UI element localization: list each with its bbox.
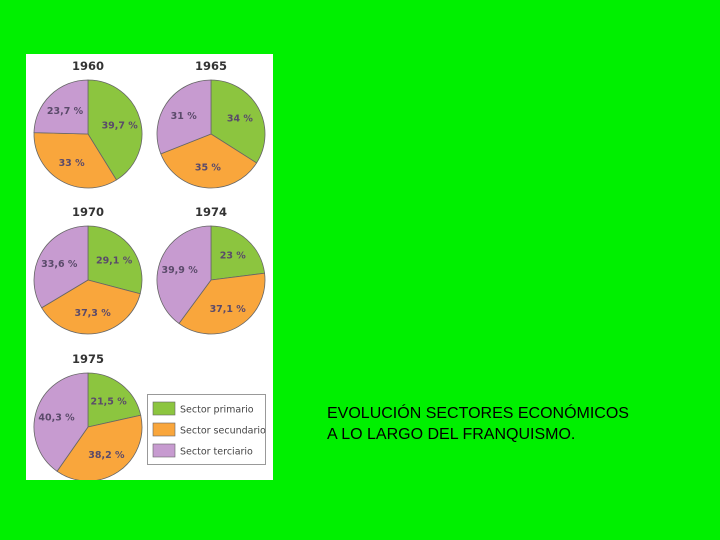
pie-label-terciario-1970: 33,6 % bbox=[41, 259, 78, 270]
pie-label-terciario-1975: 40,3 % bbox=[38, 413, 75, 424]
pie-slice-secundario-1970 bbox=[41, 279, 141, 335]
pie-label-primario-1960: 39,7 % bbox=[102, 121, 139, 132]
legend-label-primario: Sector primario bbox=[180, 405, 254, 416]
pie-title-1965: 1965 bbox=[195, 59, 227, 73]
pie-label-terciario-1974: 39,9 % bbox=[161, 265, 198, 276]
pie-slice-primario-1970 bbox=[87, 225, 143, 295]
pie-slice-secundario-1975 bbox=[56, 414, 143, 480]
pie-title-1975: 1975 bbox=[72, 352, 104, 366]
pie-label-secundario-1974: 37,1 % bbox=[210, 304, 247, 315]
pie-slice-primario-1974 bbox=[210, 225, 266, 281]
pie-title-1974: 1974 bbox=[195, 205, 227, 219]
legend-label-terciario: Sector terciario bbox=[180, 447, 253, 458]
pie-label-terciario-1965: 31 % bbox=[171, 111, 198, 122]
pie-label-primario-1965: 34 % bbox=[227, 114, 254, 125]
legend-swatch-secundario bbox=[152, 422, 176, 437]
pie-label-secundario-1975: 38,2 % bbox=[88, 450, 125, 461]
pie-label-primario-1970: 29,1 % bbox=[96, 255, 133, 266]
caption-line-1: EVOLUCIÓN SECTORES ECONÓMICOS bbox=[327, 405, 629, 422]
pie-charts-panel: 39,7 % 33 % 23,7 % 1960 34 % 35 % 31 % 1965 29,1… bbox=[26, 54, 273, 480]
legend-swatch-terciario bbox=[152, 443, 176, 458]
pie-title-1970: 1970 bbox=[72, 205, 104, 219]
pie-slice-terciario-1970 bbox=[33, 225, 89, 309]
pie-slice-secundario-1960 bbox=[33, 132, 117, 189]
pie-slice-terciario-1974 bbox=[156, 225, 212, 325]
pie-label-secundario-1965: 35 % bbox=[195, 162, 222, 173]
pie-slice-primario-1975 bbox=[87, 372, 142, 428]
legend-label-secundario: Sector secundario bbox=[180, 426, 266, 437]
pie-label-terciario-1960: 23,7 % bbox=[47, 106, 84, 117]
pie-slice-terciario-1975 bbox=[33, 372, 89, 472]
pie-slice-primario-1960 bbox=[87, 79, 143, 181]
pie-slice-secundario-1965 bbox=[160, 133, 258, 189]
pie-label-secundario-1970: 37,3 % bbox=[74, 308, 111, 319]
pie-charts-svg: 39,7 % 33 % 23,7 % 1960 34 % 35 % 31 % 1965 29,1… bbox=[33, 59, 266, 480]
pie-slice-terciario-1965 bbox=[156, 79, 212, 155]
pie-label-secundario-1960: 33 % bbox=[59, 158, 86, 169]
pie-label-primario-1975: 21,5 % bbox=[90, 397, 127, 408]
pie-slice-secundario-1974 bbox=[178, 272, 266, 335]
pie-title-1960: 1960 bbox=[72, 59, 104, 73]
caption-line-2: A LO LARGO DEL FRANQUISMO. bbox=[327, 426, 576, 443]
pie-label-primario-1974: 23 % bbox=[220, 251, 247, 262]
slide-caption: EVOLUCIÓN SECTORES ECONÓMICOS A LO LARGO… bbox=[327, 403, 707, 445]
pie-slice-terciario-1960 bbox=[33, 79, 89, 135]
legend-swatch-primario bbox=[152, 401, 176, 416]
